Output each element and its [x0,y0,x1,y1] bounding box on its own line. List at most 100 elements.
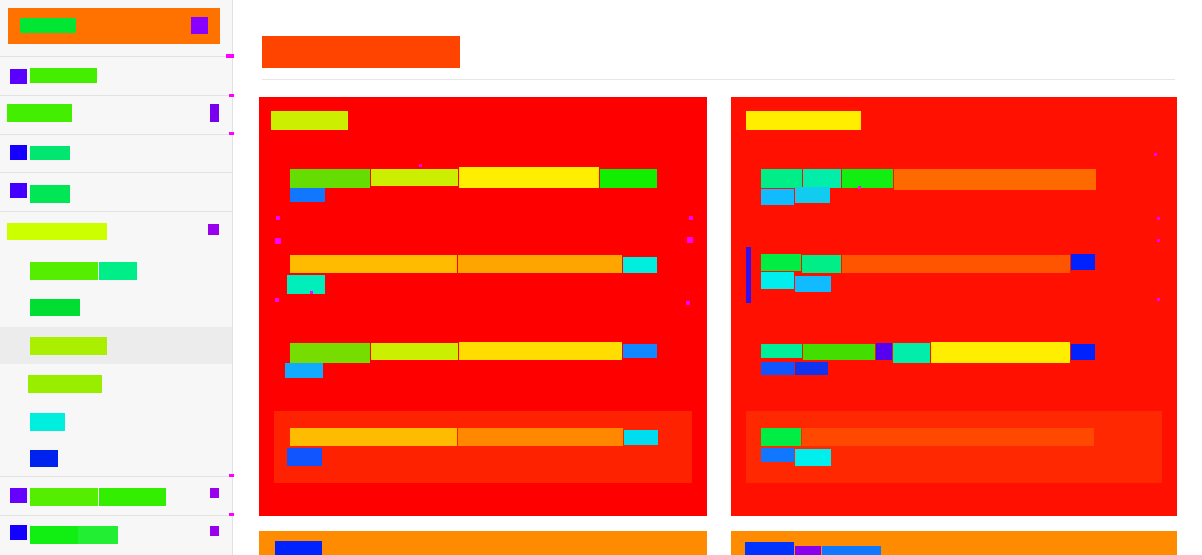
badge-icon [78,526,118,544]
cell[interactable] [1071,254,1095,270]
marker [1157,239,1160,242]
cell[interactable] [600,169,657,188]
cell[interactable] [761,344,802,358]
app-icon [191,17,208,34]
sidebar-subitem[interactable] [0,252,232,290]
cell[interactable] [803,344,875,360]
cell[interactable] [371,343,458,360]
cell[interactable] [624,430,658,445]
marker [689,216,693,220]
cell[interactable] [931,342,1070,363]
sidebar-group-toggle[interactable] [0,212,232,250]
marker [687,237,693,243]
resize-handle[interactable] [229,94,234,97]
bottom-card-label [275,541,322,555]
bottom-card [731,531,1177,555]
cell[interactable] [290,255,457,273]
sidebar-item[interactable] [0,57,232,95]
row-tag [761,362,794,375]
sidebar-item-label [30,488,98,506]
sidebar-item-label [30,68,97,83]
marker [275,298,279,302]
sidebar-subitem[interactable] [0,440,232,476]
sidebar-item-label [30,299,80,316]
marker [275,238,281,244]
cell[interactable] [761,254,801,271]
sidebar-brand-button[interactable] [8,8,220,44]
row-tag [761,189,794,205]
row-tag [285,363,323,378]
title-divider [262,79,1175,80]
row-tag [287,448,322,466]
sidebar-item-label [30,185,70,203]
card-title [746,111,861,130]
bottom-card [259,531,707,555]
cell[interactable] [802,255,841,273]
row-tag [795,276,831,292]
nav-icon [10,69,27,84]
cell[interactable] [842,255,1070,273]
nav-icon [10,488,27,503]
sidebar-subitem[interactable] [0,402,232,439]
nav-icon [10,145,27,160]
cell[interactable] [458,255,622,273]
sidebar-item-label [30,337,107,355]
row-tag [290,188,325,202]
resize-handle[interactable] [226,54,234,58]
resize-handle[interactable] [229,132,234,135]
cell[interactable] [290,343,370,363]
sidebar-item-label [7,223,107,240]
bottom-card-tag [822,546,881,555]
sidebar-item[interactable] [0,477,232,515]
menu-icon [210,526,219,536]
row-tag [795,187,830,203]
marker [858,186,861,189]
sidebar-subitem[interactable] [0,290,232,328]
cell[interactable] [893,343,930,363]
cell[interactable] [623,344,657,358]
cell[interactable] [459,167,599,188]
sidebar-item-label [30,413,65,431]
cell[interactable] [1071,344,1095,360]
cell[interactable] [761,428,801,446]
sidebar-subitem[interactable] [0,365,232,402]
sidebar-item[interactable] [0,516,232,555]
marker [1157,298,1160,301]
cell[interactable] [876,343,892,360]
cell[interactable] [623,257,657,273]
nav-icon [10,525,27,540]
sidebar-item[interactable] [0,96,232,134]
sidebar-item[interactable] [0,135,232,172]
sidebar-item[interactable] [0,173,232,211]
nav-icon [10,183,27,198]
sidebar-subitem-selected[interactable] [0,327,232,364]
cell[interactable] [842,169,893,188]
row-tag [795,449,831,466]
cell[interactable] [290,169,370,188]
page-title [262,36,460,68]
marker [419,164,422,167]
cell[interactable] [761,169,802,188]
marker [1154,153,1157,156]
cell[interactable] [459,342,622,360]
cell[interactable] [802,428,1094,446]
resize-handle[interactable] [229,474,234,477]
sidebar-item-label [30,526,78,544]
resize-handle[interactable] [229,513,234,516]
cell[interactable] [371,169,458,186]
cell[interactable] [894,169,1096,190]
card-title [271,111,348,130]
cell[interactable] [458,428,623,446]
selection-bar[interactable] [746,247,751,303]
marker [1157,217,1160,220]
marker [686,301,690,305]
bottom-card-icon [795,546,821,555]
cell[interactable] [803,169,841,188]
brand-label [20,18,76,33]
cell[interactable] [290,428,457,446]
marker [276,216,280,220]
sidebar-item-label [7,104,72,122]
marker [310,291,313,294]
badge-icon [210,104,219,122]
card [259,97,707,516]
